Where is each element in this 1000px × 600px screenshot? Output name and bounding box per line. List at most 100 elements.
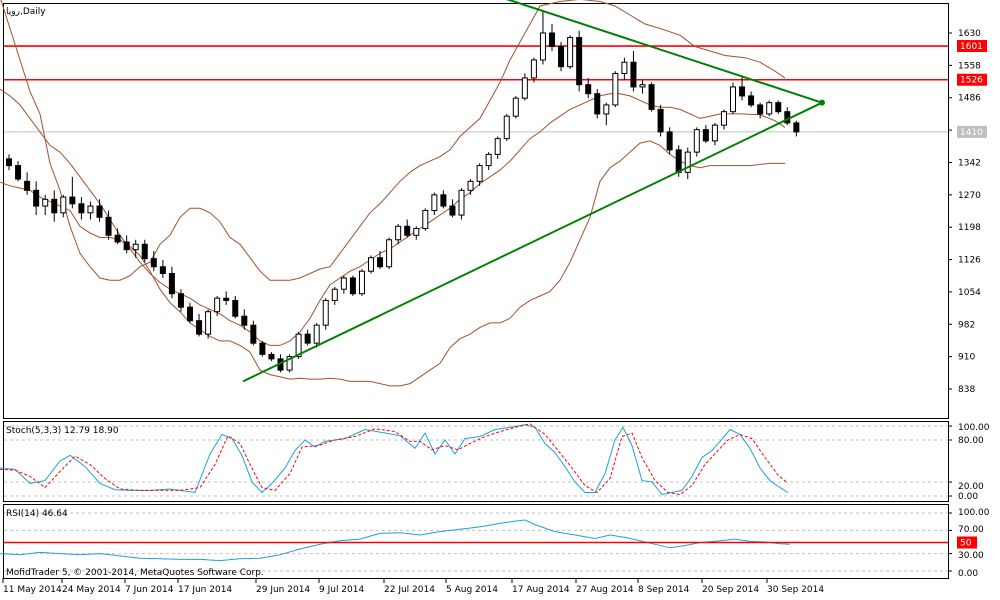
stoch-axis-label: 20.00 <box>958 482 984 492</box>
price-axis-label: 910 <box>958 353 975 363</box>
candle-down <box>241 315 248 326</box>
candle-up <box>295 333 302 358</box>
level-tag <box>957 125 987 138</box>
candle-down <box>187 306 193 322</box>
candle-up <box>521 77 528 99</box>
candle-up <box>476 165 483 182</box>
candle-up <box>539 32 546 61</box>
stoch-axis-label: 100.00 <box>958 423 990 433</box>
trendline <box>242 101 823 383</box>
candle-down <box>648 84 655 110</box>
candle-up <box>684 151 691 173</box>
level-tag-label: 1526 <box>960 76 983 86</box>
candle-up <box>358 270 365 295</box>
candle-up <box>621 61 628 74</box>
candle-down <box>6 158 12 167</box>
candle-up <box>214 297 221 313</box>
candle-down <box>123 241 130 251</box>
candle-down <box>259 342 266 355</box>
candle-up <box>431 194 438 212</box>
level-tag-label: 1601 <box>960 42 983 52</box>
candle-up <box>512 97 519 117</box>
candle-down <box>775 102 782 113</box>
candle-down <box>739 86 746 97</box>
rsi-axis-label: 0.00 <box>958 569 978 579</box>
axes: 8389109821054112611981270134214141486155… <box>2 29 990 595</box>
candle-down <box>702 129 709 142</box>
trendline <box>506 0 823 104</box>
candle-up <box>612 72 619 106</box>
candle-down <box>51 198 58 214</box>
candle-down <box>377 257 384 268</box>
candle-down <box>196 320 203 335</box>
time-axis-label: 7 Jun 2014 <box>125 585 174 595</box>
candle-up <box>730 86 736 113</box>
candle-down <box>141 243 148 260</box>
rsi-panel-title: RSI(14) 46.64 <box>6 509 68 519</box>
candle-down <box>657 108 664 133</box>
candle-down <box>585 84 592 95</box>
candle-up <box>313 324 320 344</box>
price-axis-label: 838 <box>958 385 975 395</box>
time-axis-label: 20 Sep 2014 <box>702 585 759 595</box>
candle-down <box>549 32 555 47</box>
stoch-axis-label: 0.00 <box>958 492 978 502</box>
copyright-text: MofidTrader 5, © 2001-2014, MetaQuotes S… <box>6 568 264 578</box>
candle-up <box>711 124 718 142</box>
candle-up <box>530 59 537 79</box>
rsi-axis-label: 100.00 <box>958 508 990 518</box>
candle-down <box>594 93 601 115</box>
candle-down <box>177 293 184 308</box>
rsi-axis-label: 70.00 <box>958 525 984 535</box>
candle-up <box>422 210 429 230</box>
price-axis-label: 1630 <box>958 29 981 39</box>
time-axis-label: 24 May 2014 <box>62 585 121 595</box>
candle-down <box>404 225 411 236</box>
candle-down <box>15 165 22 180</box>
candle-up <box>720 111 727 126</box>
candle-down <box>675 149 682 173</box>
price-axis-label: 1126 <box>958 256 981 266</box>
candle-down <box>232 299 239 317</box>
stoch-panel-title: Stoch(5,3,3) 12.79 18.90 <box>6 426 119 436</box>
time-axis-label: 30 Sep 2014 <box>767 585 824 595</box>
candle-down <box>666 131 673 151</box>
rsi-panel-frame <box>3 504 949 579</box>
price-axis-label: 1270 <box>958 191 981 201</box>
candle-down <box>793 122 800 133</box>
trendline-apex-marker <box>819 99 825 106</box>
candle-down <box>24 180 31 191</box>
time-axis-label: 5 Aug 2014 <box>446 585 498 595</box>
candle-down <box>268 353 275 360</box>
candle-down <box>449 205 456 216</box>
candle-down <box>69 196 76 205</box>
time-axis-label: 17 Jun 2014 <box>178 585 232 595</box>
main-panel-frame <box>3 3 949 419</box>
time-axis-label: 22 Jul 2014 <box>384 585 435 595</box>
price-axis-label: 1342 <box>958 158 981 168</box>
price-plot <box>0 0 948 387</box>
stoch-signal-line <box>0 423 789 496</box>
candle-down <box>558 45 565 68</box>
level-tag-label: 1410 <box>960 128 983 138</box>
candle-up <box>386 239 393 268</box>
stoch-main-line <box>0 424 789 496</box>
candle-up <box>766 102 773 115</box>
candle-down <box>250 324 257 344</box>
stoch-axis-label: 80.00 <box>958 436 984 446</box>
candle-up <box>340 277 347 290</box>
price-axis-label: 1486 <box>958 94 981 104</box>
candle-up <box>60 196 67 214</box>
price-axis-label: 1054 <box>958 288 981 298</box>
rsi-50-level-label: 50 <box>960 539 972 549</box>
candle-down <box>105 216 112 236</box>
rsi-axis-label: 30.00 <box>958 551 984 561</box>
candle-up <box>458 189 465 216</box>
time-axis-label: 8 Sep 2014 <box>638 585 690 595</box>
bollinger-upper-line <box>0 0 786 281</box>
candle-up <box>567 36 574 68</box>
rsi-line <box>0 519 791 562</box>
time-axis-label: 17 Aug 2014 <box>512 585 570 595</box>
price-axis-label: 1198 <box>958 223 981 233</box>
